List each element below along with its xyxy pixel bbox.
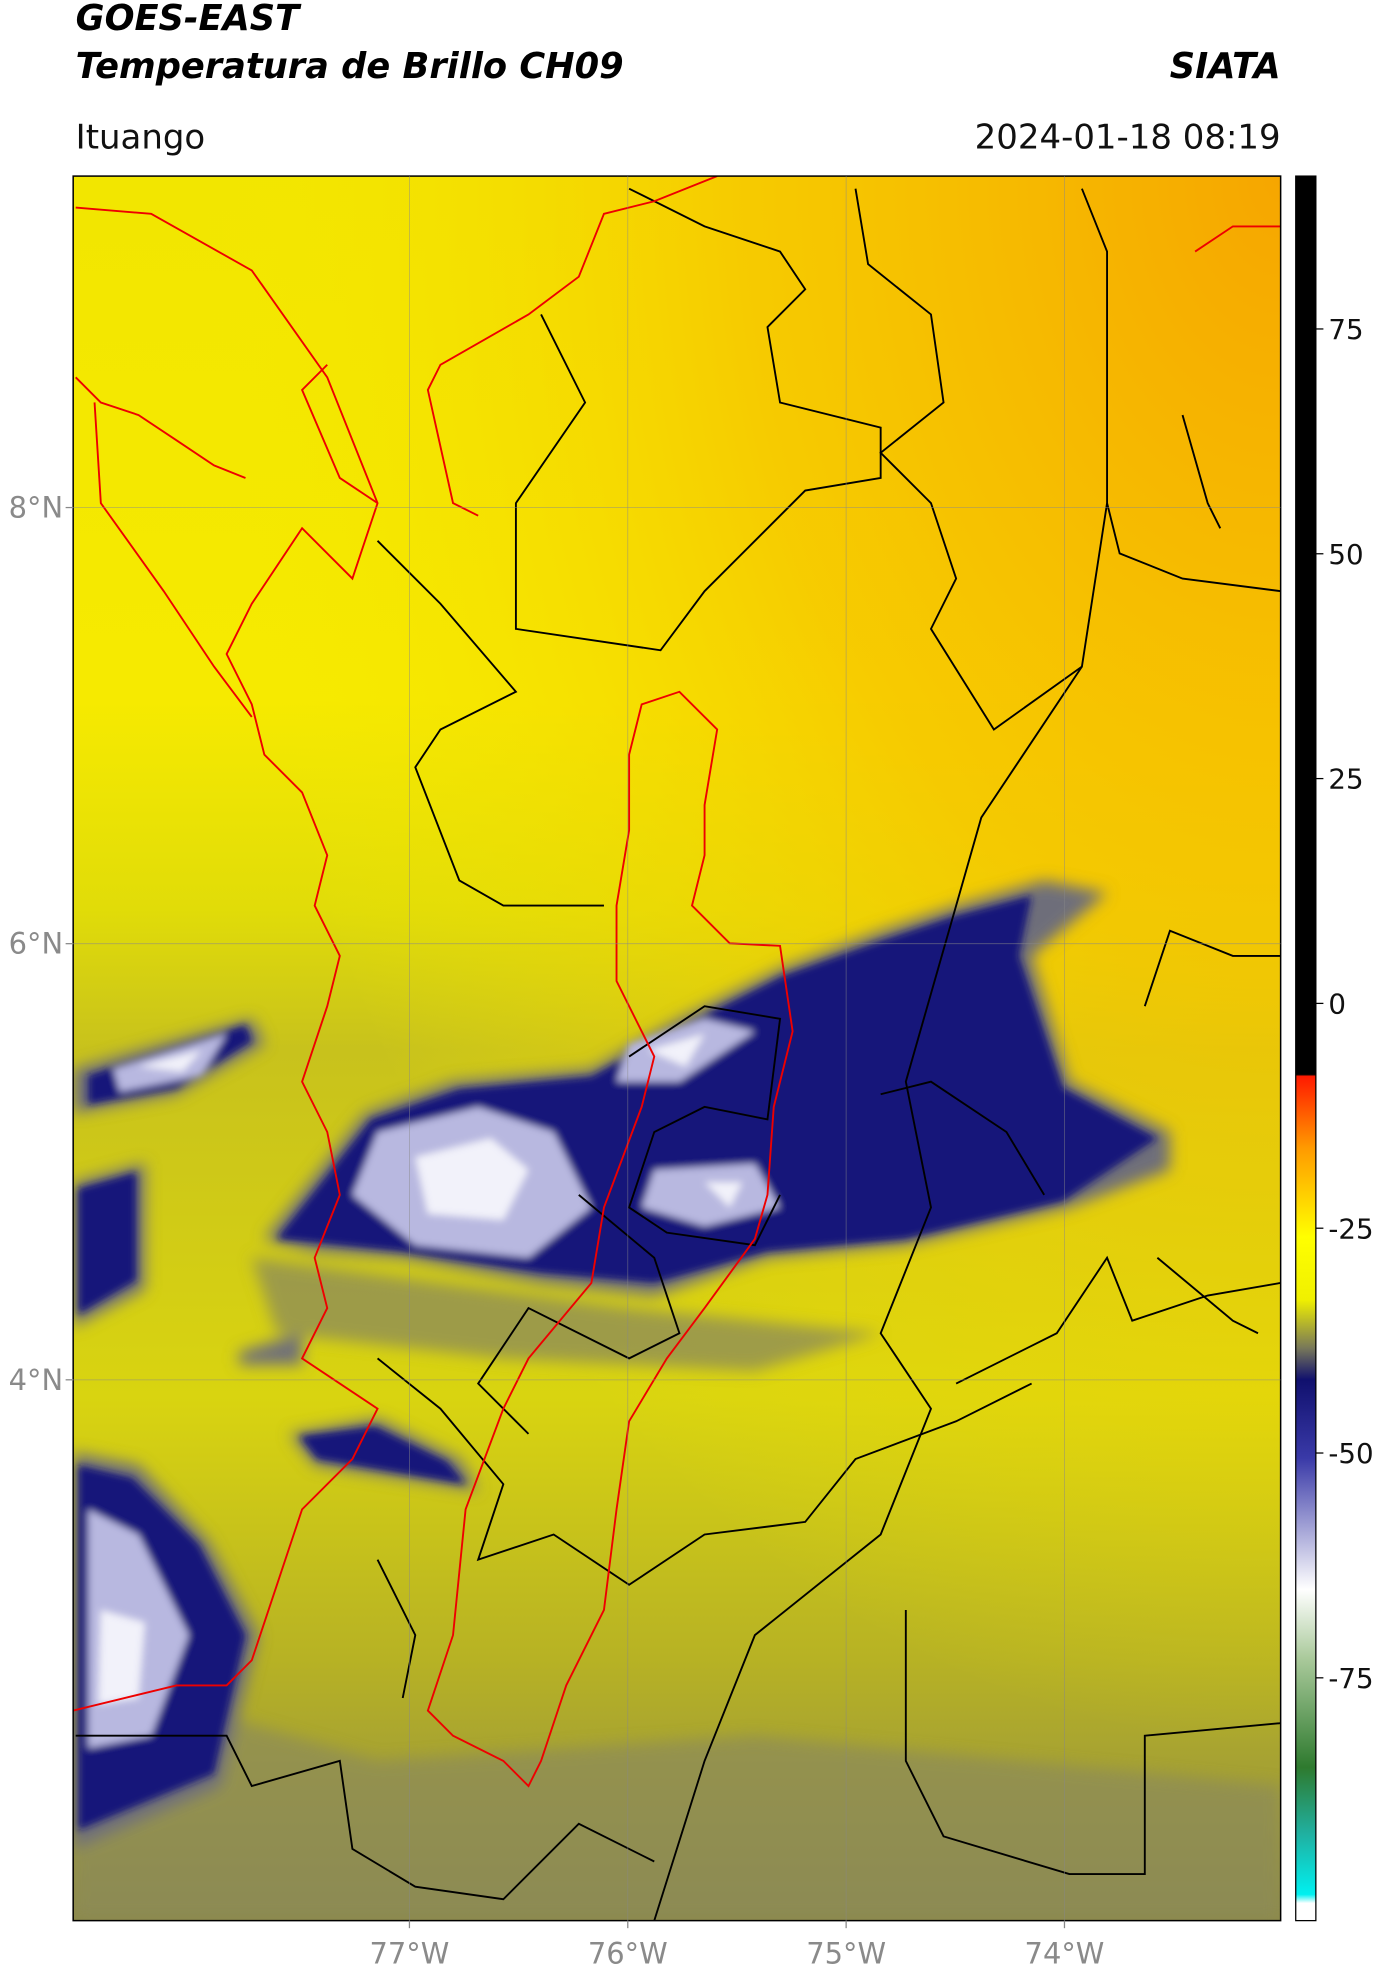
map-frame (72, 175, 1282, 1922)
location: Ituango (76, 117, 206, 157)
datetime: 2024-01-18 08:19 (975, 117, 1281, 157)
colorbar-tick-label: -75 (1328, 1662, 1373, 1695)
colorbar-tick-label: -50 (1328, 1437, 1373, 1470)
colorbar-tick-label: 0 (1328, 987, 1346, 1020)
x-tick-label: 76°W (588, 1936, 668, 1970)
x-tick-label: 74°W (1025, 1936, 1105, 1970)
subtitle: Temperatura de Brillo CH09 (76, 46, 624, 87)
brand: SIATA (1170, 46, 1281, 87)
colorbar-tick-label: -25 (1328, 1212, 1373, 1245)
borders (75, 187, 1281, 1921)
x-tick-label: 75°W (806, 1936, 886, 1970)
colorbar-tick-label: 25 (1328, 763, 1363, 796)
title: GOES-EAST (76, 0, 302, 39)
x-tick-label: 77°W (370, 1936, 450, 1970)
colorbar (1295, 175, 1317, 1922)
red-outlines (73, 176, 1281, 1788)
colorbar-tick-label: 75 (1328, 313, 1363, 346)
colorbar-tick-label: 50 (1328, 538, 1363, 571)
y-tick-label: 4°N (9, 1363, 63, 1397)
y-tick-label: 6°N (9, 927, 63, 961)
map-image (73, 176, 1281, 1921)
y-tick-label: 8°N (9, 491, 63, 525)
